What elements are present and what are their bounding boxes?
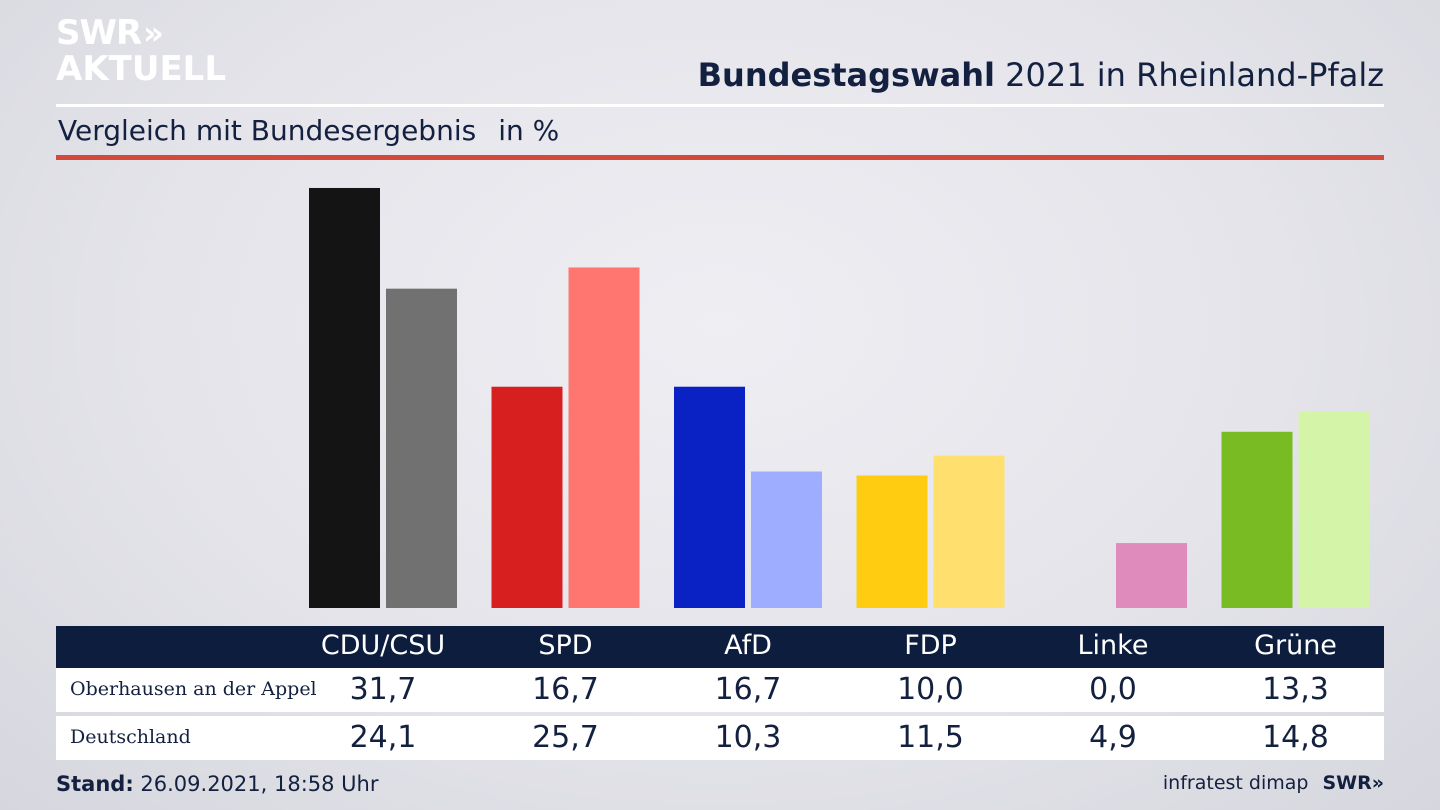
bar-spd-series-1 bbox=[491, 386, 563, 608]
bar-afd-series-2 bbox=[751, 471, 822, 608]
source: infratest dimap SWR» bbox=[1163, 772, 1384, 794]
source-text: infratest dimap bbox=[1162, 772, 1309, 794]
swr-aktuell-logo: SWR» AKTUELL bbox=[56, 16, 226, 86]
category-label: Linke bbox=[1077, 630, 1149, 661]
bar-afd-series-1 bbox=[674, 386, 745, 608]
title-bold: Bundestagswahl bbox=[697, 56, 995, 94]
subtitle-text: Vergleich mit Bundesergebnis bbox=[58, 114, 477, 147]
category-label: CDU/CSU bbox=[320, 630, 446, 661]
page-title: Bundestagswahl 2021 in Rheinland-Pfalz bbox=[698, 56, 1384, 94]
value-cell: 14,8 bbox=[1262, 720, 1329, 755]
category-label: FDP bbox=[904, 630, 957, 661]
value-cell: 13,3 bbox=[1262, 672, 1329, 707]
row-label: Oberhausen an der Appel bbox=[70, 678, 317, 700]
bar-cdu-csu-series-2 bbox=[386, 288, 457, 608]
logo-aktuell: AKTUELL bbox=[56, 49, 227, 89]
value-cell: 0,0 bbox=[1089, 672, 1137, 707]
title-rest: 2021 in Rheinland-Pfalz bbox=[995, 56, 1384, 94]
table-row: Deutschland 24,1 25,7 10,3 11,5 4,9 14,8 bbox=[56, 716, 1384, 760]
stand-label: Stand: bbox=[56, 772, 134, 796]
bar-fdp-series-1 bbox=[856, 475, 928, 608]
category-label: SPD bbox=[538, 630, 593, 661]
table-row: Oberhausen an der Appel 31,7 16,7 16,7 10,0… bbox=[56, 668, 1384, 712]
category-label: Grüne bbox=[1254, 630, 1337, 661]
chart-subtitle: Vergleich mit Bundesergebnis in % bbox=[58, 114, 559, 147]
table-header: CDU/CSU SPD AfD FDP Linke Grüne bbox=[56, 626, 1384, 668]
subtitle-divider bbox=[56, 155, 1384, 160]
value-cell: 16,7 bbox=[714, 672, 782, 707]
bar-fdp-series-2 bbox=[933, 455, 1005, 608]
stand-value: 26.09.2021, 18:58 Uhr bbox=[133, 772, 379, 796]
value-cell: 24,1 bbox=[349, 720, 417, 755]
value-cell: 11,5 bbox=[897, 720, 964, 755]
category-label: AfD bbox=[724, 630, 772, 661]
value-cell: 4,9 bbox=[1089, 720, 1137, 755]
timestamp: Stand: 26.09.2021, 18:58 Uhr bbox=[56, 772, 379, 796]
bar-chart bbox=[309, 187, 1370, 608]
bar-gr-ne-series-1 bbox=[1221, 431, 1293, 608]
row-label: Deutschland bbox=[70, 726, 191, 748]
value-cell: 16,7 bbox=[532, 672, 599, 707]
value-cell: 25,7 bbox=[532, 720, 599, 755]
logo-swr: SWR bbox=[56, 13, 142, 53]
bar-gr-ne-series-2 bbox=[1298, 411, 1370, 608]
bar-spd-series-2 bbox=[568, 267, 640, 608]
value-cell: 10,3 bbox=[714, 720, 782, 755]
value-cell: 10,0 bbox=[897, 672, 964, 707]
bar-cdu-csu-series-1 bbox=[309, 187, 380, 608]
subtitle-unit: in % bbox=[498, 114, 560, 147]
swr-logo: SWR» bbox=[1322, 772, 1384, 794]
bar-linke-series-2 bbox=[1116, 543, 1187, 608]
title-divider bbox=[56, 104, 1384, 107]
results-table: CDU/CSU SPD AfD FDP Linke Grüne Oberhausen an… bbox=[56, 626, 1384, 760]
value-cell: 31,7 bbox=[349, 672, 417, 707]
